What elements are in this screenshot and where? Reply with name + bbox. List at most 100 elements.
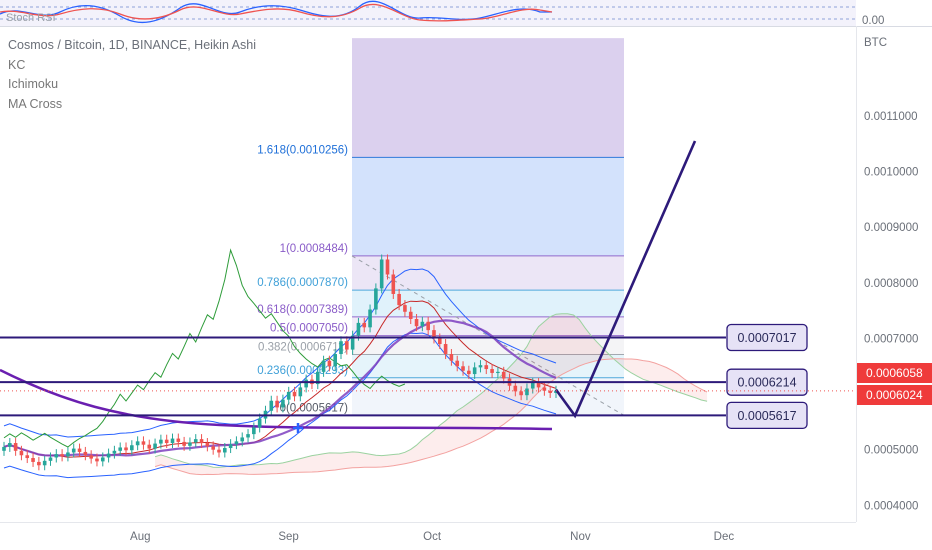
fib-band <box>352 316 624 336</box>
candle-body <box>124 447 128 451</box>
candle-body <box>327 360 332 367</box>
candle-body <box>403 305 407 312</box>
candle-body <box>496 371 500 374</box>
candle-body <box>356 322 361 336</box>
y-tick-label: 0.0010000 <box>864 167 918 179</box>
projection-path <box>554 140 697 419</box>
candle-body <box>8 443 12 447</box>
symbol-title[interactable]: Cosmos / Bitcoin, 1D, BINANCE, Heikin As… <box>8 38 256 52</box>
price-tag-text: 0.0006024 <box>866 388 923 402</box>
currency-label: BTC <box>864 37 887 49</box>
candle-body <box>513 385 518 392</box>
candle-body <box>240 437 245 442</box>
candle-body <box>130 445 134 451</box>
fib-level-label: 0(0.0005617) <box>280 402 349 414</box>
candle-body <box>298 387 303 397</box>
y-tick-label: 0.0007000 <box>864 333 918 345</box>
candle-body <box>199 439 204 444</box>
candle-body <box>542 387 547 391</box>
candle-body <box>89 455 93 459</box>
stoch-axis-value: 0.00 <box>862 15 884 27</box>
candle-body <box>455 360 460 367</box>
y-tick-label: 0.0005000 <box>864 445 918 457</box>
candle-body <box>48 457 53 461</box>
candle-body <box>164 439 169 444</box>
candle-body <box>252 427 256 435</box>
stoch-rsi-label: Stoch RSI <box>6 12 56 24</box>
fib-level-label: 1.618(0.0010256) <box>257 144 348 156</box>
candle-body <box>437 338 442 345</box>
price-tag: 0.0006058 <box>857 363 932 383</box>
y-tick-label: 0.0011000 <box>864 111 918 123</box>
candle-body <box>60 454 64 457</box>
candle-body <box>106 453 111 458</box>
candle-body <box>391 274 396 294</box>
y-tick-label: 0.0004000 <box>864 500 918 512</box>
candle-body <box>333 354 337 367</box>
price-tags: 0.0006058 0.0006024 <box>857 363 932 405</box>
fib-level-label: 0.786(0.0007870) <box>257 277 348 289</box>
candle-body <box>2 446 6 451</box>
level-label-text: 0.0005617 <box>737 409 796 423</box>
x-tick-label: Aug <box>130 531 150 543</box>
indicator-ma-cross[interactable]: MA Cross <box>8 96 63 111</box>
crosshair-marker-icon <box>293 423 303 433</box>
price-tag-text: 0.0006058 <box>866 366 923 380</box>
ma-slow <box>3 319 557 457</box>
level-label-box: 0.0007017 <box>726 323 808 352</box>
level-label-bg <box>726 368 808 396</box>
drawings[interactable]: 0.0007017 0.0006214 0.0005617 <box>0 140 856 433</box>
candle-body <box>234 441 239 445</box>
candle-body <box>420 321 425 327</box>
level-label-bg <box>726 323 808 352</box>
candle-body <box>548 390 552 393</box>
stoch-d-line <box>0 3 553 22</box>
candle-body <box>217 449 221 453</box>
candle-body <box>525 388 529 396</box>
ma-long <box>0 368 553 431</box>
candle-body <box>315 371 320 385</box>
candle-body <box>490 369 494 373</box>
candle-body <box>31 458 35 462</box>
candle-body <box>519 391 523 396</box>
kc-upper <box>3 268 557 438</box>
fib-level-label: 0.382(0.0006711) <box>258 342 348 354</box>
price-tag: 0.0006024 <box>857 385 932 405</box>
candle-body <box>432 330 436 339</box>
candle-body <box>37 461 41 466</box>
price-tag-bg <box>857 385 932 405</box>
candle-body <box>443 344 448 355</box>
candle-body <box>350 335 355 350</box>
candle-body <box>25 455 30 459</box>
candle-body <box>321 360 326 372</box>
candle-body <box>223 448 227 453</box>
candle-body <box>112 450 117 454</box>
candle-body <box>135 441 140 446</box>
lagging-span <box>3 248 406 448</box>
candle-body <box>188 442 192 446</box>
candle-body <box>147 444 152 449</box>
candle-body <box>100 457 105 462</box>
fib-level-label: 1(0.0008484) <box>280 243 349 255</box>
cloud-span-b <box>154 358 708 476</box>
candle-body <box>467 370 471 375</box>
candle-body <box>286 391 291 400</box>
candle-body <box>368 309 372 328</box>
indicator-kc[interactable]: KC <box>8 57 26 72</box>
candle-body <box>13 443 18 451</box>
candle-body <box>257 418 262 428</box>
indicator-lines <box>0 248 557 479</box>
candle-body <box>501 371 506 379</box>
candle-body <box>275 400 279 408</box>
x-tick-label: Oct <box>423 531 442 543</box>
candle-body <box>385 259 390 275</box>
candle-body <box>408 311 413 319</box>
candle-body <box>449 354 454 361</box>
x-tick-label: Dec <box>714 531 735 543</box>
candle-body <box>362 322 367 328</box>
price-tag-bg <box>857 363 932 383</box>
candle-body <box>66 452 70 457</box>
level-label-text: 0.0007017 <box>737 331 796 345</box>
indicator-ichimoku[interactable]: Ichimoku <box>8 77 59 91</box>
